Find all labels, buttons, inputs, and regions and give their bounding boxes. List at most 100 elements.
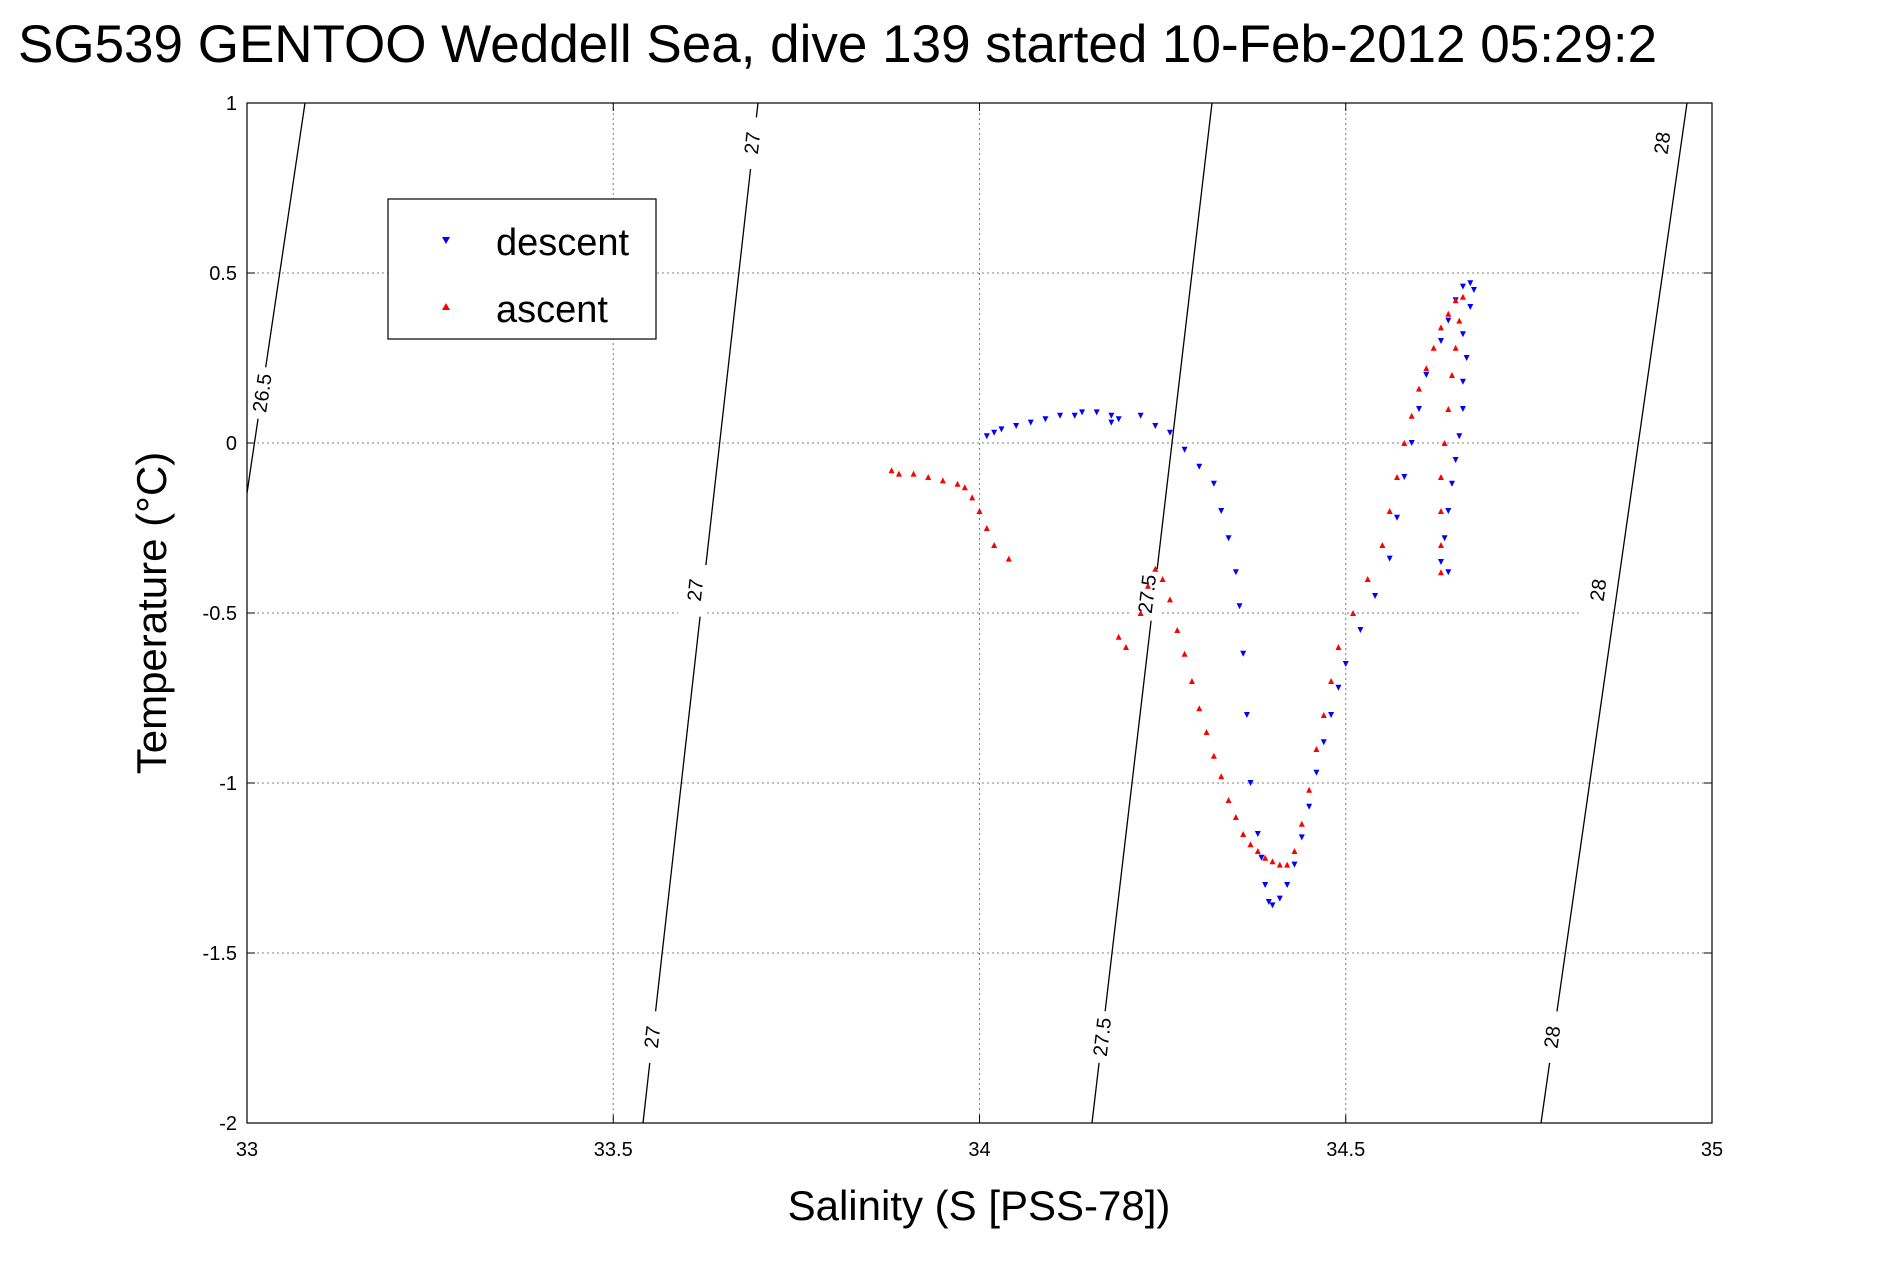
descent-point: [1232, 569, 1239, 576]
descent-point: [1342, 661, 1349, 667]
isopycnal-label-mask: [1580, 562, 1616, 618]
x-tick-label: 34: [968, 1139, 990, 1161]
ascent-point: [1328, 678, 1335, 684]
descent-point: [1093, 409, 1100, 416]
isopycnal-label-mask: [678, 562, 712, 618]
ascent-point: [925, 474, 932, 480]
descent-point: [1441, 535, 1448, 542]
ascent-point: [1445, 406, 1452, 412]
isopycnal-label: 28: [1651, 131, 1676, 156]
descent-point: [1166, 429, 1173, 436]
ascent-point: [1284, 861, 1291, 868]
y-axis-label: Temperature (°C): [128, 452, 175, 775]
isopycnal-label: 27.5: [1090, 1016, 1116, 1057]
ascent-point: [1225, 797, 1232, 803]
y-tick-label: -2: [219, 1113, 237, 1135]
legend-box: [387, 198, 657, 340]
ascent-point: [1452, 297, 1459, 304]
isopycnal-label: 27: [684, 578, 708, 603]
legend: descent ascent: [387, 198, 657, 340]
descent-point: [1357, 627, 1364, 633]
ascent-point: [983, 525, 990, 531]
descent-point: [1236, 603, 1243, 610]
descent-point: [1313, 769, 1320, 776]
y-tick-label: -1: [219, 773, 237, 795]
descent-point: [1448, 480, 1455, 487]
descent-point: [1320, 739, 1327, 746]
descent-point: [1210, 480, 1217, 487]
descent-point: [1437, 559, 1444, 565]
descent-point: [1394, 514, 1401, 521]
ascent-point: [888, 467, 895, 474]
ascent-point: [1437, 542, 1444, 548]
isopycnal-label-mask: [1085, 1009, 1119, 1065]
descent-point: [1240, 650, 1247, 657]
ascent-point: [1276, 861, 1283, 868]
ascent-point: [1437, 508, 1444, 514]
ascent-point: [1115, 633, 1122, 640]
descent-point: [1243, 712, 1250, 718]
descent-point: [1262, 882, 1269, 888]
ascent-point: [1401, 440, 1408, 446]
descent-point: [1298, 834, 1305, 841]
ascent-point: [1298, 820, 1305, 827]
y-tick-label: -0.5: [203, 603, 237, 625]
ascent-point: [1262, 854, 1269, 861]
descent-point: [1437, 338, 1444, 344]
legend-descent-marker: [442, 237, 450, 244]
legend-ascent-marker: [442, 303, 450, 310]
ascent-point: [1152, 565, 1159, 572]
axis-ticks: [246, 102, 1713, 1124]
descent-point: [1137, 412, 1144, 419]
ascent-point: [1247, 841, 1254, 848]
ascent-point: [1232, 814, 1239, 820]
y-tick-label: -1.5: [203, 943, 237, 965]
descent-point: [1445, 508, 1452, 514]
ascent-point: [1437, 569, 1444, 576]
descent-point: [1445, 569, 1452, 576]
descent-point: [1265, 899, 1272, 905]
descent-point: [1459, 283, 1466, 290]
x-axis-label: Salinity (S [PSS-78]): [788, 1182, 1171, 1229]
descent-point: [1108, 419, 1115, 426]
chart-title: SG539 GENTOO Weddell Sea, dive 139 start…: [18, 15, 1657, 74]
ascent-point: [1306, 786, 1313, 793]
isopycnal-label-mask: [735, 115, 769, 171]
descent-point: [1258, 854, 1265, 861]
descent-point: [1408, 440, 1415, 446]
ascent-point: [1408, 412, 1415, 419]
isopycnal-line: [246, 102, 306, 494]
descent-point: [1152, 423, 1159, 429]
isopycnal-line: [1540, 102, 1688, 1124]
descent-point: [1467, 304, 1474, 310]
series-descent: [983, 280, 1477, 909]
ascent-point: [976, 508, 983, 514]
ascent-point: [910, 470, 917, 477]
descent-point: [1269, 902, 1276, 909]
descent-point: [1372, 593, 1379, 599]
ascent-point: [1445, 310, 1452, 317]
descent-point: [1306, 803, 1313, 810]
ascent-point: [1437, 474, 1444, 480]
descent-point: [1445, 317, 1452, 324]
y-tick-label: 1: [226, 93, 237, 115]
ascent-point: [1394, 474, 1401, 480]
x-tick-labels: 33 33.5 34 34.5 35: [236, 1139, 1723, 1161]
descent-point: [1013, 423, 1020, 429]
ascent-point: [1430, 344, 1437, 351]
ascent-point: [1459, 293, 1466, 300]
ascent-point: [1416, 385, 1422, 392]
descent-point: [1057, 412, 1064, 419]
ascent-point: [954, 480, 961, 487]
descent-point: [1108, 412, 1115, 419]
ascent-point: [895, 470, 902, 477]
isopycnal-label: 27: [741, 131, 765, 156]
ascent-point: [1210, 752, 1217, 759]
ascent-point: [939, 477, 946, 484]
data-series: [888, 280, 1477, 909]
descent-point: [1284, 882, 1291, 888]
ascent-point: [991, 542, 998, 548]
ascent-point: [1218, 773, 1225, 780]
isopycnal-label-mask: [635, 1009, 669, 1065]
